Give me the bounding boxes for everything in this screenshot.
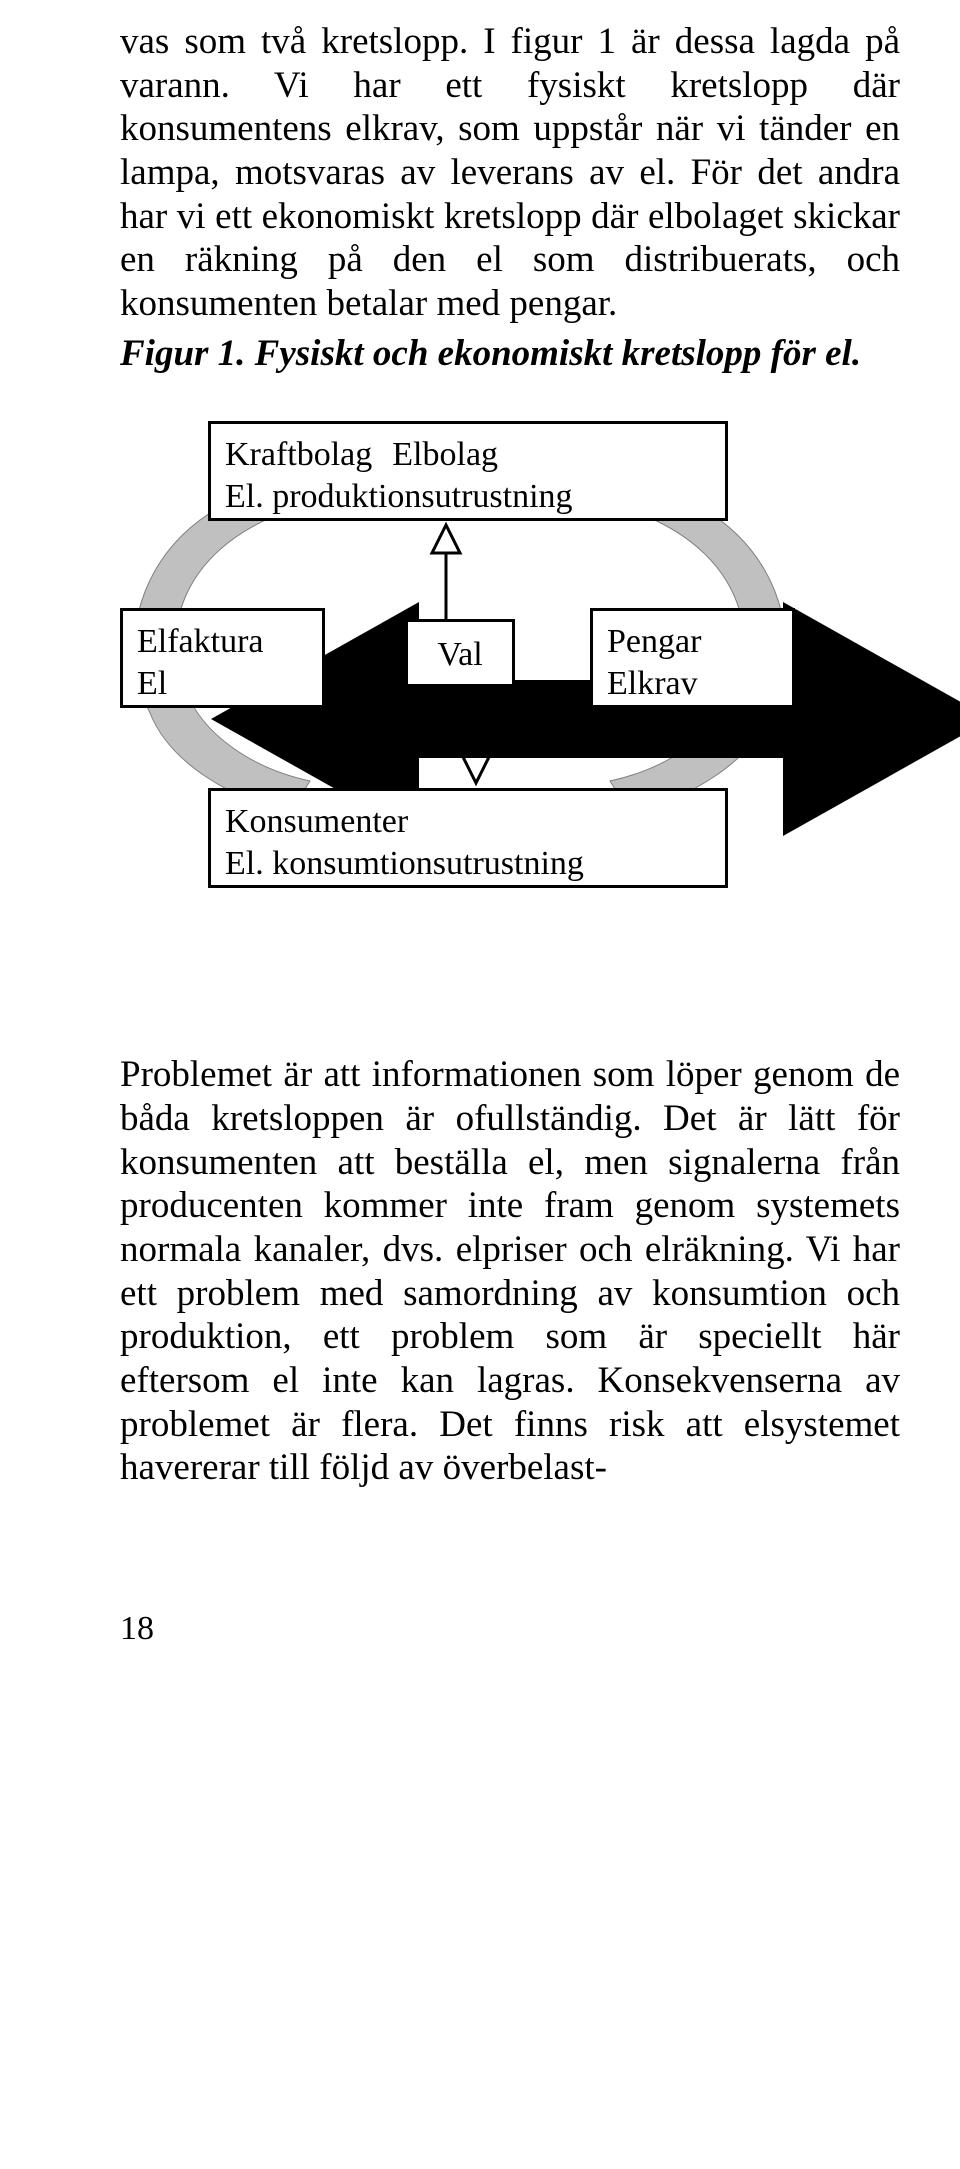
- left-box-line2: El: [137, 663, 308, 704]
- diagram-box-right: Pengar Elkrav: [590, 608, 795, 708]
- diagram-box-left: Elfaktura El: [120, 608, 325, 708]
- right-box-line1: Pengar: [607, 621, 778, 662]
- mid-box-label: Val: [422, 634, 498, 675]
- diagram-box-bottom: Konsumenter El. konsumtionsutrustning: [208, 788, 728, 888]
- diagram-box-top: Kraftbolag Elbolag El. produktionsutrust…: [208, 421, 728, 521]
- left-box-line1: Elfaktura: [137, 621, 308, 662]
- diagram-box-mid: Val: [405, 619, 515, 687]
- figure-1-diagram: Kraftbolag Elbolag El. produktionsutrust…: [120, 403, 900, 993]
- bottom-box-line2: El. konsumtionsutrustning: [225, 843, 711, 884]
- right-box-line2: Elkrav: [607, 663, 778, 704]
- figure-caption: Figur 1. Fysiskt och ekonomiskt kretslop…: [120, 332, 900, 376]
- paragraph-1: vas som två kretslopp. I figur 1 är dess…: [120, 20, 900, 326]
- bottom-box-line1: Konsumenter: [225, 801, 711, 842]
- page-number: 18: [120, 1610, 900, 1648]
- paragraph-2: Problemet är att informationen som löper…: [120, 1053, 900, 1490]
